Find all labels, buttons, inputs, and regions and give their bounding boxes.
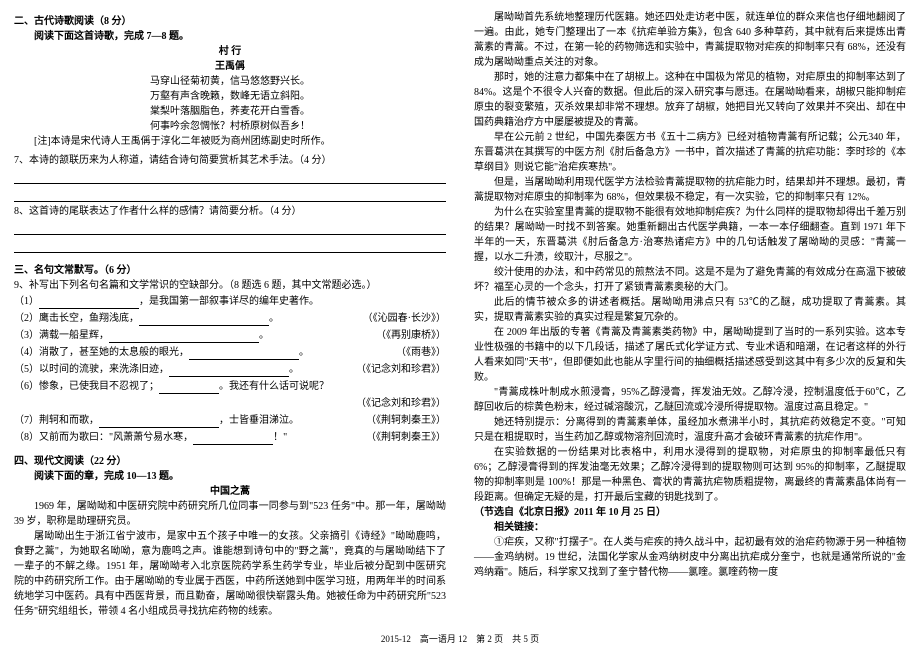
related-link-para: ①疟疾，又称"打摆子"。在人类与疟疾的持久战斗中，起初最有效的治疟药物源于另一种…	[474, 535, 906, 580]
answer-line	[14, 188, 446, 202]
question-9: 9、补写出下列名句名篇和文学常识的空缺部分。（8 题选 6 题，其中文常题必选。…	[14, 278, 446, 293]
right-para-11: 在实验数据的一份结果对比表格中，利用水浸得到的提取物，对疟原虫的抑制率最低只有 …	[474, 445, 906, 505]
poem-line-4: 何事吟余忽惆怅？村桥原树似吾乡！	[14, 119, 446, 134]
poem-line-3: 棠梨叶落胭脂色，荞麦花开白雪香。	[14, 104, 446, 119]
answer-line	[14, 221, 446, 235]
article-para-1: 1969 年，屠呦呦和中医研究院中药研究所几位同事一同参与到"523 任务"中。…	[14, 499, 446, 529]
right-para-9: "青蒿成株叶制成水煎浸膏，95%乙醇浸膏，挥发油无效。乙醇冷浸，控制温度低于60…	[474, 385, 906, 415]
blank-item-6: （6）惨象，已使我目不忍视了；。我还有什么话可说呢？	[14, 379, 446, 394]
blank-item-7: （7）荆轲和而歌，，士皆垂泪涕泣。（《荆轲刺秦王》）	[14, 413, 446, 428]
right-para-5: 为什么在实验室里青蒿的提取物不能很有效地抑制疟疾？为什么同样的提取物却得出千差万…	[474, 205, 906, 265]
blank-item-3: （3）满载一船星辉，。（《再别康桥》）	[14, 328, 446, 343]
right-para-4: 但是，当屠呦呦利用现代医学方法检验青蒿提取物的抗疟能力时，结果却并不理想。最初，…	[474, 175, 906, 205]
poem-line-2: 万壑有声含晚籁，数峰无语立斜阳。	[14, 89, 446, 104]
poem-author: 王禹偁	[14, 59, 446, 74]
section-4-title: 四、现代文阅读（22 分）	[14, 454, 446, 469]
left-column: 二、古代诗歌阅读（8 分） 阅读下面这首诗歌，完成 7—8 题。 村 行 王禹偁…	[0, 0, 460, 650]
article-source: （节选自《北京日报》2011 年 10 月 25 日）	[474, 505, 906, 520]
poem-line-1: 马穿山径菊初黄，信马悠悠野兴长。	[14, 74, 446, 89]
page-footer: 2015-12 高一语月 12 第 2 页 共 5 页	[381, 633, 539, 647]
article-title: 中国之蒿	[14, 484, 446, 499]
poem-title: 村 行	[14, 44, 446, 59]
right-para-7: 此后的情节被众多的讲述者概括。屠呦呦用沸点只有 53℃的乙醚，成功提取了青蒿素。…	[474, 295, 906, 325]
blank-item-4: （4）消散了，甚至她的太息般的眼光，。（《雨巷》）	[14, 345, 446, 360]
right-para-3: 早在公元前 2 世纪，中国先秦医方书《五十二病方》已经对植物青蒿有所记载；公元3…	[474, 130, 906, 175]
blank-item-6-src: （《记念刘和珍君》）	[14, 396, 446, 411]
poem-note: [注]本诗是宋代诗人王禹偁于淳化二年被贬为商州团练副史时所作。	[14, 134, 446, 149]
section-3-title: 三、名句文常默写。（6 分）	[14, 263, 446, 278]
right-para-6: 绞汁使用的办法，和中药常见的煎熬法不同。这是不是为了避免青蒿的有效成分在高温下被…	[474, 265, 906, 295]
answer-line	[14, 170, 446, 184]
right-para-10: 她还特别提示：分离得到的青蒿素单体，虽经加水煮沸半小时，其抗疟药效稳定不变。"可…	[474, 415, 906, 445]
right-para-1: 屠呦呦首先系统地整理历代医籍。她还四处走访老中医，就连单位的群众来信也仔细地翻阅…	[474, 10, 906, 70]
right-column: 屠呦呦首先系统地整理历代医籍。她还四处走访老中医，就连单位的群众来信也仔细地翻阅…	[460, 0, 920, 650]
question-7: 7、本诗的颔联历来为人称道，请结合诗句简要赏析其艺术手法。（4 分）	[14, 153, 446, 168]
article-para-2: 屠呦呦出生于浙江省宁波市，是家中五个孩子中唯一的女孩。父亲摘引《诗经》"呦呦鹿鸣…	[14, 529, 446, 619]
blank-item-5: （5）以时间的流驶，来洗涤旧迹，。（《记念刘和珍君》）	[14, 362, 446, 377]
right-para-8: 在 2009 年出版的专著《青蒿及青蒿素类药物》中，屠呦呦提到了当时的一系列实验…	[474, 325, 906, 385]
right-para-2: 那时，她的注意力都集中在了胡椒上。这种在中国极为常见的植物，对疟原虫的抑制率达到…	[474, 70, 906, 130]
blank-item-2: （2）鹰击长空，鱼翔浅底，。（《沁园春·长沙》）	[14, 311, 446, 326]
section-2-subtitle: 阅读下面这首诗歌，完成 7—8 题。	[14, 29, 446, 44]
blank-item-8: （8）又前而为歌曰："风萧萧兮易水寒，！"（《荆轲刺秦王》）	[14, 430, 446, 445]
section-4-subtitle: 阅读下面的章，完成 10—13 题。	[14, 469, 446, 484]
question-8: 8、这首诗的尾联表达了作者什么样的感情？请简要分析。（4 分）	[14, 204, 446, 219]
blank-item-1: （1），是我国第一部叙事详尽的编年史著作。	[14, 294, 446, 309]
related-link-title: 相关链接：	[474, 520, 906, 535]
answer-line	[14, 239, 446, 253]
section-2-title: 二、古代诗歌阅读（8 分）	[14, 14, 446, 29]
